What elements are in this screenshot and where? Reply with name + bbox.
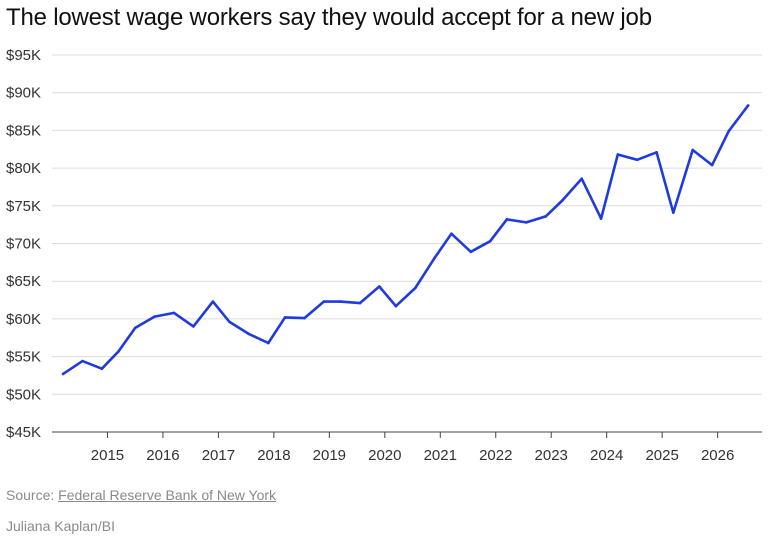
data-point xyxy=(211,300,215,303)
data-point xyxy=(655,151,658,154)
x-tick-label: 2019 xyxy=(313,447,346,464)
data-point xyxy=(469,250,473,254)
x-tick-label: 2023 xyxy=(535,447,568,464)
x-tick-label: 2025 xyxy=(645,447,678,464)
gridlines xyxy=(52,54,762,433)
y-tick-label: $90K xyxy=(6,85,41,102)
data-point xyxy=(247,332,251,336)
y-axis: $95K $90K $85K $80K $75K $70K $65K $60K $55K $50K… xyxy=(6,47,41,441)
data-point xyxy=(61,372,65,376)
data-point xyxy=(691,148,694,152)
y-tick-label: $75K xyxy=(6,198,41,215)
data-point xyxy=(394,304,398,308)
series-line xyxy=(61,104,750,376)
y-tick-label: $70K xyxy=(6,236,41,253)
x-tick-label: 2022 xyxy=(479,447,512,464)
data-point xyxy=(303,316,306,320)
data-point xyxy=(580,177,583,180)
data-point xyxy=(153,315,156,318)
x-tick-label: 2017 xyxy=(202,447,235,464)
x-axis: 2015 2016 2017 2018 2019 2020 2021 2022 2023 2024… xyxy=(52,431,762,464)
data-point xyxy=(192,325,195,328)
y-tick-label: $45K xyxy=(6,424,41,441)
y-tick-label: $85K xyxy=(6,122,41,139)
data-point xyxy=(505,218,509,221)
data-point xyxy=(561,199,564,202)
data-point xyxy=(525,221,528,224)
data-point xyxy=(433,256,437,260)
y-tick-label: $80K xyxy=(6,160,41,177)
source-prefix: Source: xyxy=(6,487,59,503)
credit-line: Juliana Kaplan/BI xyxy=(6,518,115,534)
data-point xyxy=(172,311,176,315)
line-chart: $95K $90K $85K $80K $75K $70K $65K $60K $55K $50K… xyxy=(6,47,762,464)
data-point xyxy=(544,215,547,218)
y-tick-label: $65K xyxy=(6,273,41,290)
data-point xyxy=(727,129,730,133)
data-point xyxy=(378,285,381,288)
data-point xyxy=(450,232,453,235)
y-tick-label: $55K xyxy=(6,349,41,366)
x-tick-label: 2016 xyxy=(146,447,179,464)
data-point xyxy=(414,286,417,290)
data-point xyxy=(322,300,326,303)
y-tick-label: $60K xyxy=(6,311,41,328)
data-point xyxy=(488,239,492,243)
data-point xyxy=(117,350,120,353)
y-tick-label: $95K xyxy=(6,47,41,64)
data-point xyxy=(672,211,675,214)
x-tick-label: 2024 xyxy=(590,447,623,464)
data-point xyxy=(100,367,104,371)
x-tick-label: 2021 xyxy=(424,447,457,464)
data-point xyxy=(616,153,620,156)
x-tick-label: 2018 xyxy=(257,447,290,464)
data-point xyxy=(133,326,137,330)
data-point xyxy=(81,359,84,363)
data-point xyxy=(710,163,714,167)
data-point xyxy=(267,341,270,345)
x-tick-label: 2020 xyxy=(368,447,401,464)
source-link[interactable]: Federal Reserve Bank of New York xyxy=(58,487,277,503)
data-point xyxy=(339,300,342,303)
data-point xyxy=(228,320,231,324)
data-point xyxy=(358,301,362,305)
series-group xyxy=(61,104,750,376)
data-point xyxy=(283,316,287,319)
x-tick-label: 2015 xyxy=(91,447,124,464)
source-note: Source: Federal Reserve Bank of New York xyxy=(6,487,276,503)
chart-title: The lowest wage workers say they would a… xyxy=(6,4,652,31)
y-tick-label: $50K xyxy=(6,386,41,403)
data-point xyxy=(746,104,750,107)
x-tick-label: 2026 xyxy=(701,447,734,464)
data-point xyxy=(635,158,639,162)
data-point xyxy=(599,217,603,220)
